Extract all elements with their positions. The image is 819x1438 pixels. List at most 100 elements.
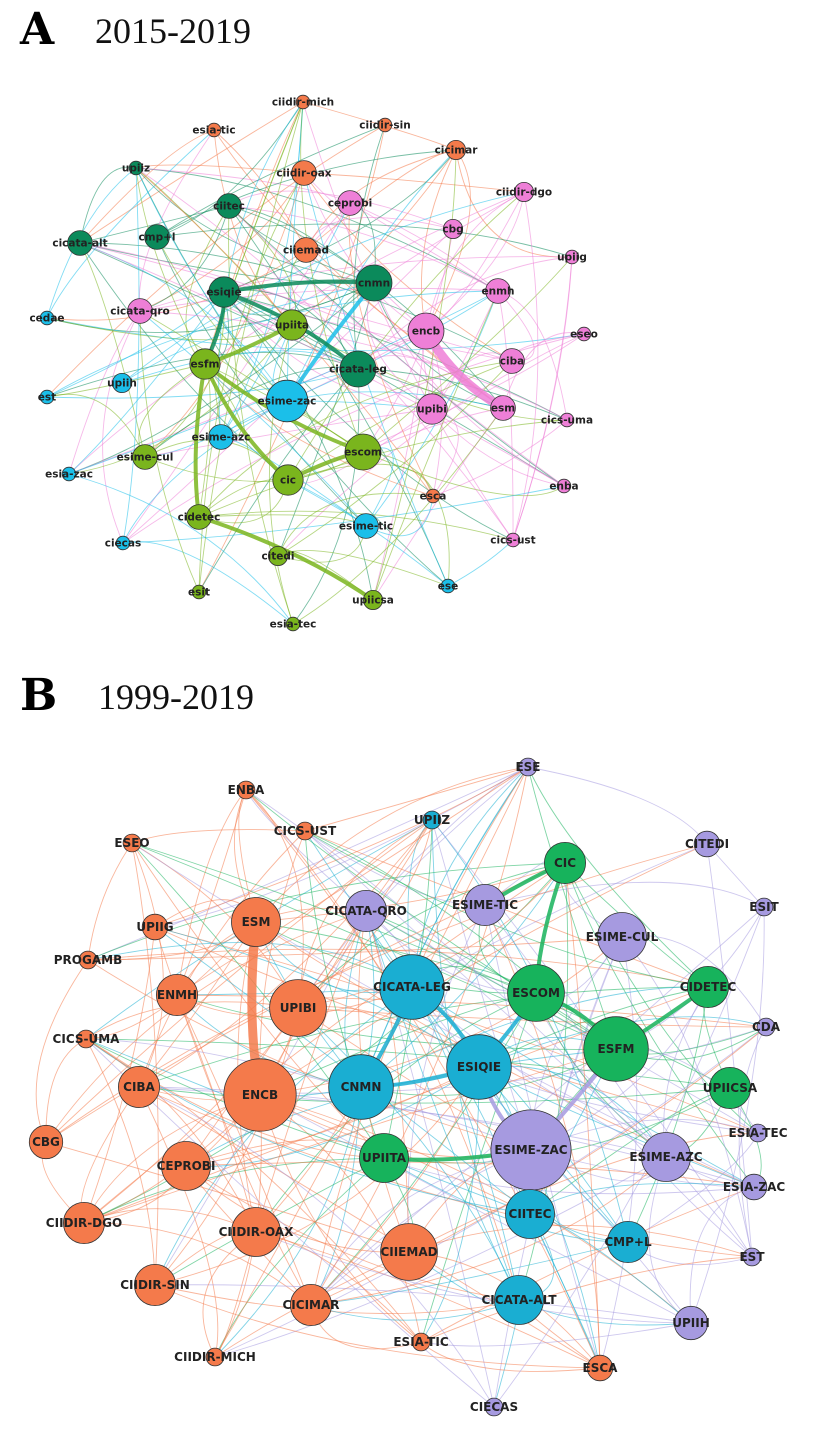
panel-b-years: 1999-2019 — [98, 677, 254, 717]
node-circle — [484, 1397, 504, 1417]
node-label: ciidir-sin — [359, 120, 410, 132]
edge-line — [135, 164, 305, 174]
node-circle — [485, 278, 511, 304]
node-circle — [231, 897, 281, 947]
edge-line — [372, 290, 499, 601]
edge-line — [79, 242, 375, 285]
edge-line — [228, 190, 454, 230]
node-ese: ESE — [515, 757, 541, 777]
node-label: ESCA — [583, 1361, 619, 1375]
node-label: UPIIH — [672, 1316, 710, 1330]
edge-line — [310, 1299, 520, 1321]
node-esia-tic: esia-tic — [192, 122, 236, 138]
edge-line — [259, 936, 623, 1096]
node-est: est — [38, 389, 56, 405]
node-circle — [155, 973, 198, 1016]
edge-line — [198, 101, 304, 593]
edge-line — [46, 291, 225, 398]
edge-line — [411, 986, 629, 1243]
node-label: cicata-leg — [329, 364, 387, 376]
node-circle — [206, 122, 222, 138]
edge-line — [176, 994, 312, 1306]
node-label: CIIDIR-MICH — [174, 1350, 256, 1364]
edge-line — [46, 249, 307, 321]
edge-line — [154, 1284, 692, 1324]
edge-line — [121, 191, 525, 384]
node-enba: ENBA — [228, 780, 265, 800]
node-esime-cul: esime-cul — [117, 444, 174, 470]
edge-line — [122, 485, 565, 544]
node-cics-uma: cics-uma — [541, 412, 593, 428]
node-circle — [112, 372, 133, 393]
node-citedi: citedi — [261, 545, 295, 566]
node-label: CICIMAR — [282, 1298, 339, 1312]
node-upiih: upiih — [107, 372, 137, 393]
edge-line — [87, 842, 133, 961]
node-circle — [141, 913, 169, 941]
node-label: CIC — [554, 856, 576, 870]
node-esime-azc: esime-azc — [192, 424, 250, 450]
node-encb: ENCB — [223, 1058, 297, 1132]
edge-line — [360, 766, 529, 1088]
edge-line — [527, 766, 709, 988]
node-circle — [191, 584, 207, 600]
network-graph-b: ENBA ESE UPIIZ CICS-UST ESEO CIC CITEDI ESIME-T… — [28, 757, 788, 1417]
edge-line — [131, 829, 306, 844]
node-label: esit — [188, 587, 210, 599]
node-circle — [544, 842, 587, 885]
edge-line — [310, 766, 529, 1306]
node-circle — [693, 830, 721, 858]
node-label: ESIA-ZAC — [723, 1180, 786, 1194]
node-label: ENBA — [228, 783, 265, 797]
node-upiig: UPIIG — [136, 913, 174, 941]
node-label: esiqie — [206, 287, 241, 299]
node-label: encb — [412, 326, 441, 338]
node-circle — [205, 1347, 225, 1367]
node-label: esime-cul — [117, 452, 174, 464]
node-ceprobi: CEPROBI — [157, 1141, 215, 1191]
edge-line — [122, 167, 140, 544]
node-cedae: cedae — [29, 310, 65, 326]
node-ciecas: ciecas — [105, 535, 141, 551]
edge-line — [420, 1066, 480, 1343]
node-circle — [186, 504, 212, 530]
node-esfm: ESFM — [583, 1016, 649, 1082]
edge-line — [138, 819, 433, 1088]
node-cicata-qro: CICATA-QRO — [325, 889, 407, 932]
node-circle — [416, 393, 448, 425]
node-circle — [490, 395, 516, 421]
edge-line — [135, 167, 206, 365]
node-encb: encb — [407, 312, 445, 350]
node-label: escom — [344, 447, 382, 459]
node-label: PROGAMB — [54, 953, 122, 967]
edge-line — [176, 789, 247, 996]
node-circle — [295, 94, 311, 110]
node-progamb: PROGAMB — [54, 950, 122, 970]
node-upiiz: UPIIZ — [414, 810, 450, 830]
panel-a-years: 2015-2019 — [95, 11, 251, 51]
node-esime-tic: ESIME-TIC — [452, 883, 518, 926]
node-cicata-qro: cicata-qro — [110, 298, 170, 324]
node-label: CICATA-ALT — [481, 1293, 557, 1307]
node-ciidir-mich: CIIDIR-MICH — [174, 1347, 256, 1367]
node-label: esia-tec — [270, 619, 317, 631]
node-circle — [446, 1034, 512, 1100]
edge-line — [220, 202, 351, 438]
edge-line — [365, 766, 529, 912]
node-circle — [583, 1016, 649, 1082]
node-label: cicimar — [435, 145, 479, 157]
node-circle — [507, 964, 565, 1022]
edge-line — [45, 1141, 410, 1253]
edge-line — [135, 167, 375, 284]
node-label: cicata-alt — [52, 238, 107, 250]
node-label: CIIDIR-DGO — [46, 1216, 122, 1230]
edge-line — [564, 862, 755, 1188]
node-cics-uma: CICS-UMA — [53, 1029, 120, 1049]
edge-line — [690, 906, 765, 1324]
edge-line — [87, 948, 709, 988]
node-circle — [265, 379, 309, 423]
edge-line — [176, 789, 247, 996]
node-label: CIECAS — [470, 1400, 518, 1414]
node-escom: ESCOM — [507, 964, 565, 1022]
edge-line — [220, 391, 504, 438]
